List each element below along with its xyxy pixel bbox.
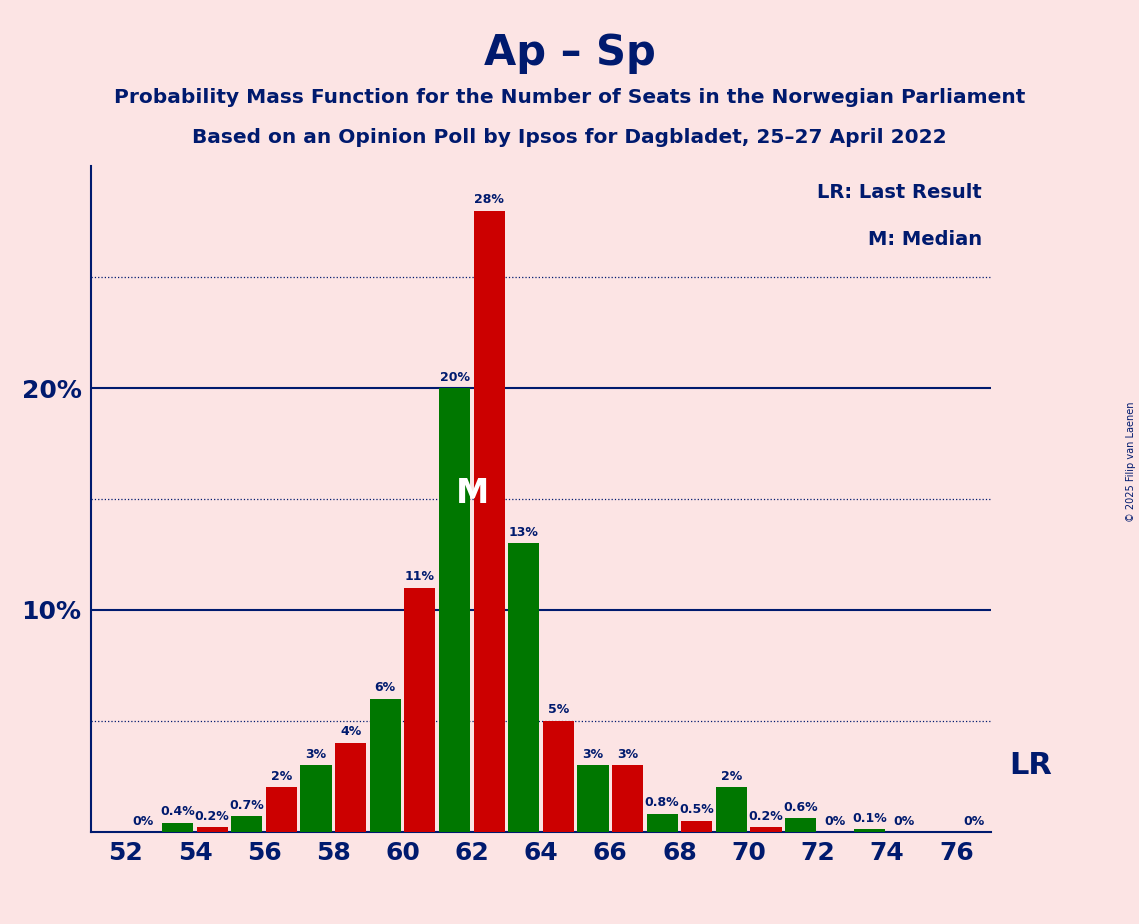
Text: M: Median: M: Median [868, 229, 982, 249]
Text: M: M [457, 477, 490, 510]
Bar [751, 827, 781, 832]
Bar [854, 830, 885, 832]
Bar [404, 588, 435, 832]
Bar [543, 721, 574, 832]
Bar [231, 816, 262, 832]
Text: 28%: 28% [474, 193, 505, 206]
Text: 3%: 3% [305, 748, 327, 760]
Text: 2%: 2% [271, 770, 292, 783]
Text: 6%: 6% [375, 681, 396, 694]
Text: 0.8%: 0.8% [645, 796, 680, 809]
Text: 0.2%: 0.2% [195, 809, 230, 822]
Text: 5%: 5% [548, 703, 570, 716]
Text: 2%: 2% [721, 770, 741, 783]
Bar [508, 543, 539, 832]
Text: 0.2%: 0.2% [748, 809, 784, 822]
Text: 0.7%: 0.7% [229, 798, 264, 811]
Text: 0.4%: 0.4% [161, 806, 195, 819]
Text: 20%: 20% [440, 371, 469, 383]
Bar [785, 819, 817, 832]
Text: Ap – Sp: Ap – Sp [484, 32, 655, 74]
Bar [474, 211, 505, 832]
Bar [439, 388, 470, 832]
Bar [577, 765, 608, 832]
Text: 0.5%: 0.5% [679, 803, 714, 816]
Text: 0.6%: 0.6% [784, 801, 818, 814]
Bar [647, 814, 678, 832]
Text: 13%: 13% [509, 526, 539, 539]
Text: 0%: 0% [962, 815, 984, 828]
Text: © 2025 Filip van Laenen: © 2025 Filip van Laenen [1126, 402, 1136, 522]
Text: 0.1%: 0.1% [852, 812, 887, 825]
Text: Based on an Opinion Poll by Ipsos for Dagbladet, 25–27 April 2022: Based on an Opinion Poll by Ipsos for Da… [192, 128, 947, 147]
Bar [265, 787, 297, 832]
Bar [715, 787, 747, 832]
Text: 3%: 3% [617, 748, 638, 760]
Bar [197, 827, 228, 832]
Text: LR: Last Result: LR: Last Result [817, 183, 982, 202]
Text: 0%: 0% [894, 815, 915, 828]
Text: 11%: 11% [404, 570, 435, 583]
Text: 4%: 4% [341, 725, 361, 738]
Text: 0%: 0% [825, 815, 846, 828]
Bar [301, 765, 331, 832]
Bar [612, 765, 644, 832]
Text: LR: LR [1009, 750, 1051, 780]
Text: 3%: 3% [582, 748, 604, 760]
Bar [335, 743, 367, 832]
Text: Probability Mass Function for the Number of Seats in the Norwegian Parliament: Probability Mass Function for the Number… [114, 88, 1025, 107]
Bar [162, 822, 194, 832]
Bar [370, 699, 401, 832]
Bar [681, 821, 712, 832]
Text: 0%: 0% [132, 815, 154, 828]
